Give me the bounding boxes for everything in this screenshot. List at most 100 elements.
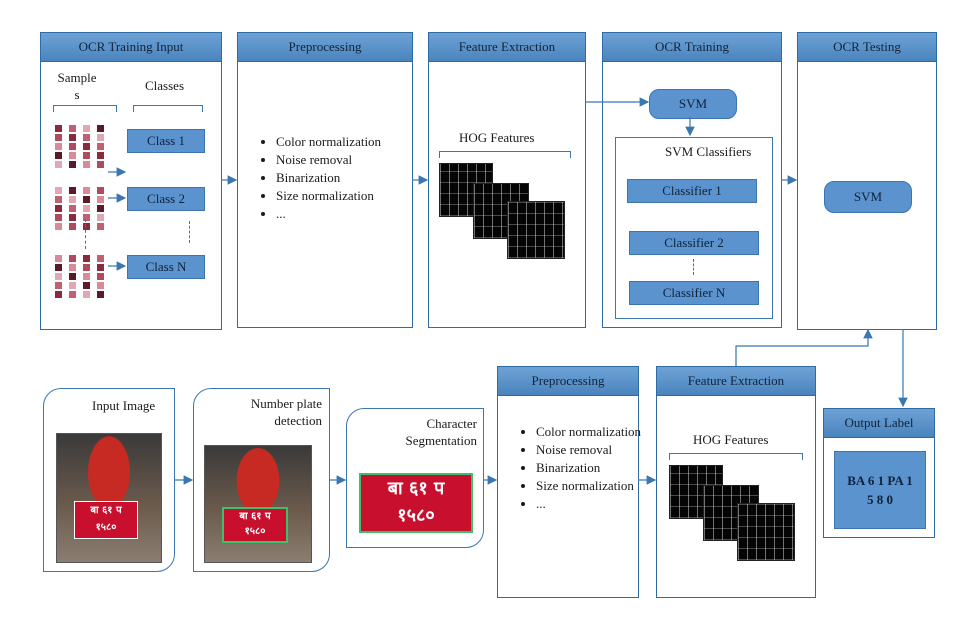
ocr-training-panel: OCR Training SVM SVM Classifiers Classif… (602, 32, 782, 328)
sample-thumbnail (55, 161, 62, 168)
svm-classifiers-box (615, 137, 773, 319)
sample-thumbnail (69, 143, 76, 150)
sample-thumbnail (83, 196, 90, 203)
sample-thumbnail (69, 264, 76, 271)
list-item: Size normalization (536, 477, 648, 494)
sample-thumbnail (83, 134, 90, 141)
svm-classifiers-label: SVM Classifiers (665, 144, 752, 159)
sample-thumbnail (97, 143, 104, 150)
list-item: Color normalization (536, 423, 648, 440)
sample-thumbnail (83, 282, 90, 289)
plate-detection-box: Number plate detection बा ६१ प १५८० (193, 388, 330, 572)
sample-thumbnail (97, 125, 104, 132)
preprocessing-panel-bottom: Preprocessing Color normalization Noise … (497, 366, 641, 598)
sample-thumbnail (69, 152, 76, 159)
panel-title: OCR Testing (798, 33, 936, 62)
preprocessing-list: Color normalization Noise removal Binari… (520, 423, 648, 513)
sample-thumbnail (69, 134, 76, 141)
sample-thumbnail (55, 205, 62, 212)
plate-line-bottom: १५८० (244, 526, 266, 537)
sample-thumbnail (69, 214, 76, 221)
sample-thumbnail (83, 273, 90, 280)
motorcycle-image (56, 433, 162, 563)
sample-thumbnail (69, 187, 76, 194)
classifier-n-box: Classifier N (629, 281, 759, 305)
number-plate: बा ६१ प १५८० (74, 501, 138, 539)
output-label-panel: Output Label BA 6 1 PA 1 5 8 0 (823, 408, 935, 538)
panel-title: Output Label (824, 409, 934, 438)
panel-title: OCR Training Input (41, 33, 221, 62)
sample-thumbnail (97, 187, 104, 194)
hog-bracket (439, 151, 571, 158)
sample-thumbnail (83, 205, 90, 212)
sample-thumbnail (83, 125, 90, 132)
sample-thumbnail (97, 214, 104, 221)
panel-title: Preprocessing (498, 367, 638, 396)
plate-line-top: बा ६१ प (239, 511, 271, 522)
sample-thumbnail (83, 214, 90, 221)
sample-thumbnail (97, 273, 104, 280)
sample-thumbnail (69, 125, 76, 132)
list-item: Noise removal (276, 151, 416, 168)
svm-box: SVM (824, 181, 912, 213)
sample-thumbnail (97, 134, 104, 141)
hog-feature-image (507, 201, 565, 259)
class-1-box: Class 1 (127, 129, 205, 153)
plate-line-bottom: १५८० (95, 522, 117, 533)
sample-thumbnail (55, 282, 62, 289)
sample-thumbnail (83, 223, 90, 230)
sample-thumbnail (97, 223, 104, 230)
samples-label: Sample s (57, 70, 97, 102)
sample-thumbnail (55, 196, 62, 203)
list-item: Color normalization (276, 133, 416, 150)
sample-thumbnail (69, 161, 76, 168)
feature-extraction-panel-top: Feature Extraction HOG Features (428, 32, 586, 328)
ocr-training-input-panel: OCR Training Input Sample s Classes Clas… (40, 32, 222, 330)
sample-thumbnail (69, 255, 76, 262)
class-dashed-line (189, 221, 190, 243)
ocr-testing-panel: OCR Testing SVM (797, 32, 937, 330)
sample-thumbnail (55, 187, 62, 194)
sample-thumbnail (97, 291, 104, 298)
classifier-1-box: Classifier 1 (627, 179, 757, 203)
sample-thumbnail (55, 125, 62, 132)
list-item: Binarization (536, 459, 648, 476)
list-item: ... (536, 495, 648, 512)
input-image-label: Input Image (92, 398, 156, 413)
svm-box: SVM (649, 89, 737, 119)
sample-thumbnail (83, 264, 90, 271)
detected-plate: बा ६१ प १५८० (222, 507, 288, 543)
sample-thumbnail (83, 187, 90, 194)
plate-line-top: बा ६१ प (90, 505, 122, 516)
input-image-box: Input Image बा ६१ प १५८० (43, 388, 175, 572)
sample-thumbnail (83, 291, 90, 298)
samples-bracket (53, 105, 117, 112)
panel-title: Feature Extraction (657, 367, 815, 396)
panel-title: Feature Extraction (429, 33, 585, 62)
sample-thumbnail (83, 152, 90, 159)
sample-thumbnail (55, 223, 62, 230)
sample-thumbnail (83, 161, 90, 168)
hog-feature-image (737, 503, 795, 561)
sample-thumbnail (55, 255, 62, 262)
preprocessing-panel-top: Preprocessing Color normalization Noise … (237, 32, 413, 328)
sample-thumbnail (97, 282, 104, 289)
character-segmentation-box: Character Segmentation बा ६१ प १५८० (346, 408, 484, 548)
sample-thumbnail (55, 143, 62, 150)
sample-thumbnail (69, 282, 76, 289)
sample-thumbnail (55, 152, 62, 159)
class-2-box: Class 2 (127, 187, 205, 211)
segmentation-label: Character Segmentation (405, 416, 478, 448)
plate-detection-label: Number plate detection (250, 396, 322, 428)
sample-thumbnail (55, 214, 62, 221)
classifier-2-box: Classifier 2 (629, 231, 759, 255)
sample-thumbnail (83, 143, 90, 150)
sample-thumbnail (69, 196, 76, 203)
sample-thumbnail (97, 196, 104, 203)
panel-title: OCR Training (603, 33, 781, 62)
arrow (735, 328, 873, 366)
sample-thumbnail (55, 273, 62, 280)
panel-title: Preprocessing (238, 33, 412, 62)
preprocessing-list: Color normalization Noise removal Binari… (260, 133, 416, 223)
